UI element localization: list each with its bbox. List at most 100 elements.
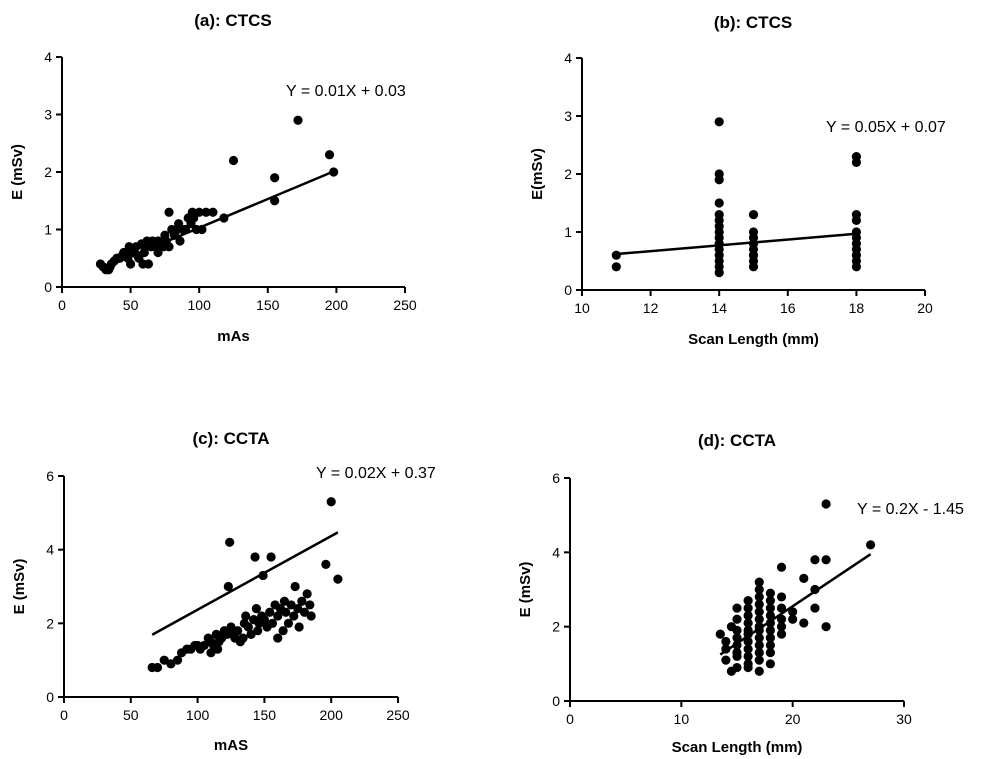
data-point [765,640,776,650]
data-point [765,618,776,628]
data-point [233,626,243,636]
x-tick-label: 12 [643,300,659,316]
x-tick-label: 20 [917,300,933,316]
data-point [748,262,759,272]
data-point [197,224,207,235]
x-tick-label: 250 [393,297,417,313]
y-tick-label: 2 [46,615,54,631]
x-tick-label: 14 [711,300,727,316]
data-point [754,666,764,676]
y-tick-label: 2 [552,619,560,635]
x-tick-label: 10 [574,300,590,316]
data-point [223,581,233,592]
chart-panel-c: (c): CCTA 0 50 100 150 200 250 0 2 4 6 mAS E (mSv) Y … [11,429,436,754]
x-tick-label: 18 [849,300,865,316]
data-point [754,648,764,658]
data-point [732,651,742,662]
y-tick-label: 0 [46,689,54,705]
data-point [715,629,725,639]
data-point [611,262,621,272]
data-point [732,603,742,613]
data-point [194,207,204,217]
data-point [754,640,764,650]
data-point [754,592,764,602]
data-point [732,625,742,635]
data-point [851,262,862,272]
data-point [297,596,307,606]
data-point [799,618,809,628]
data-point [765,610,776,621]
x-tick-label: 30 [896,711,912,727]
data-point [851,215,862,225]
data-point [302,589,312,599]
chart-panel-a: (a): CTCS 0 50 100 150 200 250 0 1 2 3 4 mAs E (mSv) Y… [9,11,417,345]
data-point [228,155,239,166]
data-point [250,552,260,562]
x-tick-label: 20 [785,711,801,727]
y-axis-label: E (mSv) [517,562,534,618]
data-point [765,633,776,643]
data-point [765,588,776,598]
chart-title: (d): CCTA [698,431,776,450]
y-tick-label: 1 [44,222,52,238]
data-point [270,196,280,206]
data-point [152,662,163,673]
data-point [743,629,753,639]
data-point [126,259,136,269]
data-point [273,611,283,621]
y-tick-label: 6 [552,470,560,486]
regression-line [151,531,339,636]
data-point [732,633,742,643]
x-tick-label: 100 [188,297,212,313]
y-tick-label: 4 [564,50,572,66]
data-point [721,636,731,647]
y-tick-label: 3 [564,108,572,124]
data-point [213,644,223,654]
y-tick-label: 4 [552,544,560,560]
x-tick-label: 16 [780,300,796,316]
data-point [754,655,764,665]
chart-title: (b): CTCS [714,13,792,32]
data-point [273,633,283,643]
data-point [776,592,787,602]
data-point [267,618,278,628]
data-point [172,655,183,665]
data-point [743,618,753,628]
data-point [776,622,787,632]
data-point [754,599,764,609]
data-point [278,626,288,636]
data-point [754,584,764,595]
data-point [743,651,753,662]
data-point [754,607,764,617]
data-point [266,552,276,562]
data-point [333,574,343,584]
data-point [281,607,291,617]
y-tick-label: 2 [564,166,572,182]
y-axis-label: E (mSv) [11,559,28,615]
data-point [810,555,820,565]
y-tick-label: 3 [44,107,52,123]
data-point [788,607,798,617]
data-point [175,236,185,246]
data-point [732,640,742,650]
x-axis-label: mAS [214,737,248,754]
data-point [721,655,731,665]
data-point [306,611,316,621]
data-point [283,618,294,628]
data-point [164,242,174,252]
data-point [776,562,787,572]
data-point [743,636,753,647]
data-point [143,259,154,269]
data-point [810,584,820,595]
y-tick-label: 0 [44,279,52,295]
x-tick-label: 100 [186,707,210,723]
regression-equation: Y = 0.02X + 0.37 [316,465,436,482]
data-point [714,198,724,208]
y-tick-label: 0 [564,282,572,298]
data-point [189,213,199,223]
data-point [714,268,724,278]
y-tick-label: 4 [46,542,54,558]
x-tick-label: 0 [566,711,574,727]
